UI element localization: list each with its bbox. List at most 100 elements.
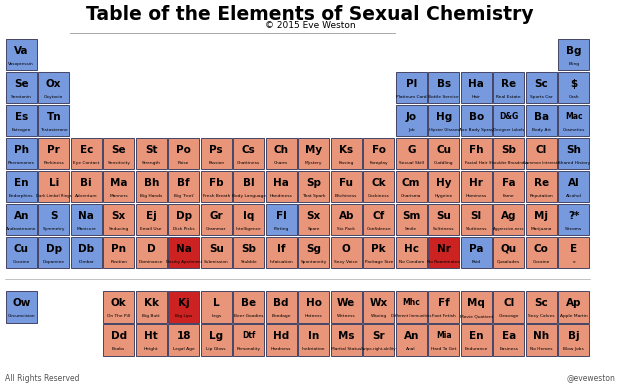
Text: Cocaine: Cocaine	[533, 260, 550, 264]
Text: Ps: Ps	[210, 145, 223, 154]
Text: Different Immunities: Different Immunities	[391, 314, 432, 318]
Text: Jo: Jo	[405, 111, 417, 121]
Text: Bg: Bg	[566, 45, 582, 55]
Bar	[38, 237, 69, 268]
Bar	[38, 171, 69, 202]
Text: All Rights Reserved: All Rights Reserved	[5, 374, 79, 383]
Text: L: L	[213, 298, 219, 308]
Text: Reputation: Reputation	[529, 194, 553, 198]
Text: Big Hands: Big Hands	[140, 194, 162, 198]
Text: D: D	[147, 244, 156, 253]
Text: Nh: Nh	[533, 331, 549, 341]
Text: Ox: Ox	[46, 78, 61, 88]
Text: Apple Martin: Apple Martin	[560, 314, 588, 318]
Text: Ba: Ba	[534, 111, 549, 121]
Text: Kj: Kj	[178, 298, 190, 308]
Bar	[526, 171, 557, 202]
Text: Su: Su	[436, 211, 451, 220]
Text: Iq: Iq	[243, 211, 254, 220]
Text: Pl: Pl	[405, 78, 417, 88]
Bar	[38, 72, 69, 103]
Text: Position: Position	[110, 260, 127, 264]
Text: Easiness: Easiness	[499, 347, 518, 351]
Bar	[461, 237, 492, 268]
Text: Axe Body Spray: Axe Body Spray	[459, 128, 494, 132]
Bar	[6, 105, 37, 136]
Text: Passion: Passion	[208, 161, 224, 165]
Text: Manners: Manners	[110, 194, 128, 198]
Text: Intelligence: Intelligence	[236, 227, 262, 231]
Text: Paid: Paid	[472, 260, 481, 264]
Text: Dp: Dp	[46, 244, 62, 253]
Text: Tn: Tn	[46, 111, 61, 121]
Text: Ht: Ht	[144, 331, 158, 341]
Bar	[396, 72, 427, 103]
Text: Testosterone: Testosterone	[40, 128, 68, 132]
Text: Sexual Skill: Sexual Skill	[399, 161, 423, 165]
Text: Es: Es	[15, 111, 28, 121]
Text: Cl: Cl	[503, 298, 515, 308]
Text: Personality: Personality	[237, 347, 261, 351]
Text: Li: Li	[48, 178, 59, 187]
Bar	[266, 324, 297, 356]
Text: Fh: Fh	[469, 145, 484, 154]
Text: Sensitivity: Sensitivity	[107, 161, 130, 165]
Bar	[428, 138, 459, 169]
Bar	[428, 324, 459, 356]
Bar	[526, 72, 557, 103]
Bar	[104, 171, 134, 202]
Text: Wetness: Wetness	[337, 314, 355, 318]
Text: Mystery: Mystery	[305, 161, 322, 165]
Bar	[168, 237, 199, 268]
Text: No Roommates: No Roommates	[427, 260, 460, 264]
Text: Se: Se	[14, 78, 29, 88]
Text: @eveweston: @eveweston	[566, 374, 615, 383]
Text: Mac: Mac	[565, 112, 583, 121]
Text: Pheromones: Pheromones	[8, 161, 35, 165]
Bar	[558, 138, 589, 169]
Bar	[6, 39, 37, 70]
Bar	[396, 324, 427, 356]
Text: Pk: Pk	[371, 244, 386, 253]
Text: 18: 18	[177, 331, 191, 341]
Text: Fl: Fl	[276, 211, 286, 220]
Text: Cs: Cs	[242, 145, 255, 154]
Text: Dp: Dp	[175, 211, 192, 220]
Text: Charisma: Charisma	[401, 194, 422, 198]
Text: Bitchiness: Bitchiness	[335, 194, 358, 198]
Text: Sx: Sx	[112, 211, 126, 220]
Text: We: We	[337, 298, 355, 308]
Bar	[6, 291, 37, 323]
Bar	[428, 105, 459, 136]
Bar	[331, 204, 361, 235]
Text: In: In	[308, 331, 319, 341]
Text: Blow Jobs: Blow Jobs	[564, 347, 584, 351]
Text: Bj: Bj	[568, 331, 580, 341]
Bar	[558, 324, 589, 356]
Bar	[38, 105, 69, 136]
Text: That Spark: That Spark	[302, 194, 326, 198]
Text: Na: Na	[78, 211, 94, 220]
Bar	[558, 204, 589, 235]
Bar	[104, 291, 134, 323]
Text: Ch: Ch	[274, 145, 289, 154]
Text: Inebriation: Inebriation	[302, 347, 326, 351]
Text: Ck: Ck	[371, 178, 386, 187]
Text: Bo: Bo	[469, 111, 484, 121]
Bar	[136, 171, 167, 202]
Bar	[526, 138, 557, 169]
Text: Facial Hair: Facial Hair	[465, 161, 487, 165]
Bar	[104, 237, 134, 268]
Text: Sb: Sb	[501, 145, 516, 154]
Text: Dominance: Dominance	[139, 260, 164, 264]
Bar	[201, 324, 232, 356]
Bar	[71, 138, 102, 169]
Bar	[298, 291, 329, 323]
Text: Charm: Charm	[274, 161, 288, 165]
Bar	[494, 237, 524, 268]
Bar	[363, 291, 394, 323]
Text: Hy: Hy	[436, 178, 451, 187]
Text: Hotness: Hotness	[305, 314, 322, 318]
Text: Cosmetics: Cosmetics	[562, 128, 585, 132]
Text: Hd: Hd	[273, 331, 290, 341]
